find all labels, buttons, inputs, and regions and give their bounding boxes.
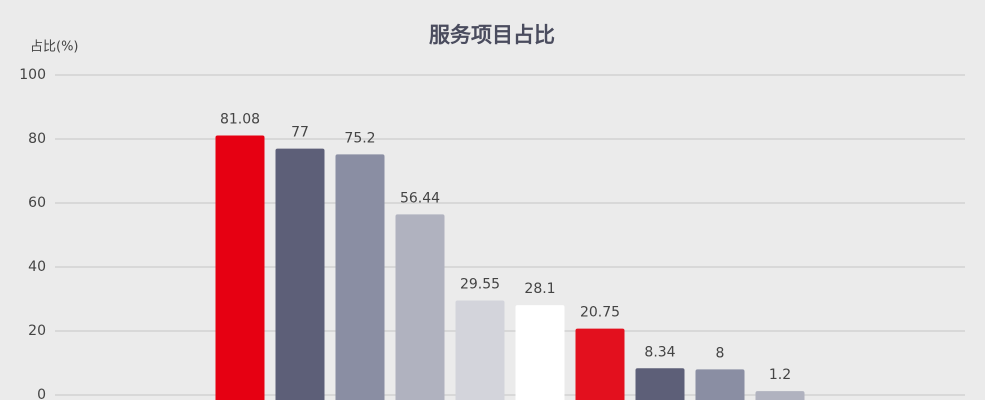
y-tick-label: 20 bbox=[28, 323, 46, 339]
y-tick-label: 0 bbox=[37, 387, 46, 400]
value-label: 28.1 bbox=[524, 281, 555, 297]
value-label: 8.34 bbox=[644, 344, 675, 360]
value-label: 56.44 bbox=[400, 190, 440, 206]
value-label: 20.75 bbox=[580, 305, 620, 321]
value-label: 81.08 bbox=[220, 112, 260, 128]
bar bbox=[575, 328, 625, 400]
y-axis-label: 占比(%) bbox=[30, 40, 79, 55]
value-label: 29.55 bbox=[460, 276, 500, 292]
bar bbox=[455, 300, 505, 400]
bar bbox=[515, 305, 565, 400]
value-label: 1.2 bbox=[769, 367, 791, 383]
y-tick-label: 100 bbox=[19, 67, 46, 83]
y-tick-label: 80 bbox=[28, 131, 46, 147]
bar bbox=[695, 369, 745, 400]
value-label: 8 bbox=[716, 345, 725, 361]
bar bbox=[275, 148, 325, 400]
bar bbox=[635, 368, 685, 400]
y-tick-label: 60 bbox=[28, 195, 46, 211]
bar bbox=[395, 214, 445, 400]
bar bbox=[215, 135, 265, 400]
bar bbox=[335, 154, 385, 400]
bar bbox=[755, 391, 805, 400]
value-label: 77 bbox=[291, 125, 309, 141]
chart-title: 服务项目占比 bbox=[429, 23, 555, 47]
y-tick-label: 40 bbox=[28, 259, 46, 275]
value-label: 75.2 bbox=[344, 130, 375, 146]
